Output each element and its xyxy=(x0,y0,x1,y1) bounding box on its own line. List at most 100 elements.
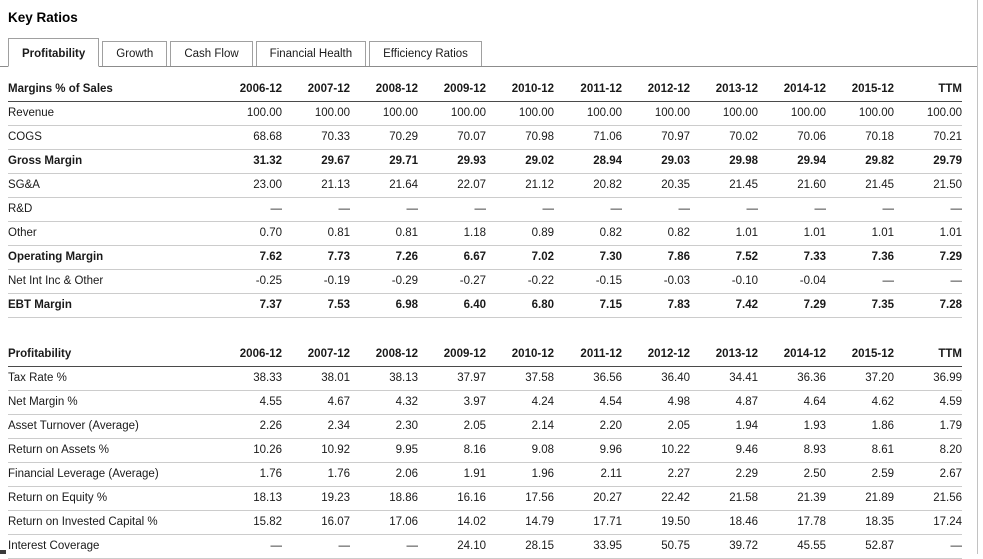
row-value: 29.93 xyxy=(418,149,486,174)
row-value: 2.26 xyxy=(214,414,282,439)
row-value: 21.60 xyxy=(758,173,826,198)
row-value: 70.33 xyxy=(282,125,350,150)
column-header: 2010-12 xyxy=(486,343,554,367)
row-value: 21.64 xyxy=(350,173,418,198)
tab-efficiency-ratios[interactable]: Efficiency Ratios xyxy=(369,41,482,66)
row-value: 1.96 xyxy=(486,462,554,487)
row-label: Return on Invested Capital % xyxy=(8,510,214,535)
row-value: — xyxy=(214,534,282,559)
row-value: 14.02 xyxy=(418,510,486,535)
table-row: COGS 68.68 70.33 70.29 70.07 70.98 71.06 70.97 7… xyxy=(8,125,962,150)
row-value: 28.15 xyxy=(486,534,554,559)
row-value: 4.62 xyxy=(826,390,894,415)
row-value: 8.61 xyxy=(826,438,894,463)
table-row: Return on Invested Capital % 15.82 16.07 17… xyxy=(8,510,962,535)
row-value: 21.12 xyxy=(486,173,554,198)
bottom-left-artifact xyxy=(0,550,6,554)
row-value: 36.36 xyxy=(758,366,826,391)
row-value: 31.32 xyxy=(214,149,282,174)
row-value: 68.68 xyxy=(214,125,282,150)
row-value: 17.06 xyxy=(350,510,418,535)
column-header: 2007-12 xyxy=(282,78,350,102)
row-value: 6.98 xyxy=(350,293,418,318)
tab-cash-flow[interactable]: Cash Flow xyxy=(170,41,253,66)
row-value: 0.82 xyxy=(554,221,622,246)
row-value: 7.42 xyxy=(690,293,758,318)
row-value: 7.02 xyxy=(486,245,554,270)
row-value: 16.07 xyxy=(282,510,350,535)
row-value: 21.58 xyxy=(690,486,758,511)
row-value: 17.24 xyxy=(894,510,962,535)
row-value: 21.13 xyxy=(282,173,350,198)
column-header: 2007-12 xyxy=(282,343,350,367)
ratios-table-profitability: Profitability 2006-12 2007-12 2008-12 2009-1… xyxy=(8,343,962,559)
row-value: 19.23 xyxy=(282,486,350,511)
tab-bar: Profitability Growth Cash Flow Financial He… xyxy=(0,38,977,67)
row-value: 23.00 xyxy=(214,173,282,198)
row-value: 29.79 xyxy=(894,149,962,174)
row-value: 7.29 xyxy=(894,245,962,270)
row-value: 70.06 xyxy=(758,125,826,150)
row-value: — xyxy=(690,197,758,222)
tab-profitability[interactable]: Profitability xyxy=(8,38,100,67)
row-value: 8.20 xyxy=(894,438,962,463)
row-value: 45.55 xyxy=(758,534,826,559)
row-value: 2.20 xyxy=(554,414,622,439)
column-header: 2008-12 xyxy=(350,78,418,102)
row-label: EBT Margin xyxy=(8,293,214,318)
column-header: 2009-12 xyxy=(418,78,486,102)
row-value: 2.11 xyxy=(554,462,622,487)
row-value: 36.56 xyxy=(554,366,622,391)
row-value: 100.00 xyxy=(690,101,758,126)
column-header: 2014-12 xyxy=(758,78,826,102)
row-value: 37.20 xyxy=(826,366,894,391)
row-value: 100.00 xyxy=(622,101,690,126)
row-value: 70.21 xyxy=(894,125,962,150)
row-value: 7.30 xyxy=(554,245,622,270)
row-value: 7.62 xyxy=(214,245,282,270)
table-row: Interest Coverage — — —24.10 28.15 33.95 50.75… xyxy=(8,534,962,559)
row-value: 8.93 xyxy=(758,438,826,463)
row-label: Return on Assets % xyxy=(8,438,214,463)
tab-growth[interactable]: Growth xyxy=(102,41,168,66)
row-value: 38.01 xyxy=(282,366,350,391)
table-section-header: Margins % of Sales xyxy=(8,78,214,102)
row-value: — xyxy=(894,197,962,222)
row-value: 7.15 xyxy=(554,293,622,318)
table-row: Net Int Inc & Other -0.25 -0.19 -0.29 -0.27-… xyxy=(8,269,962,294)
row-value: 21.45 xyxy=(826,173,894,198)
row-label: Operating Margin xyxy=(8,245,214,270)
row-value: 18.35 xyxy=(826,510,894,535)
row-value: 17.78 xyxy=(758,510,826,535)
row-value: 7.83 xyxy=(622,293,690,318)
row-value: 17.56 xyxy=(486,486,554,511)
row-value: 100.00 xyxy=(554,101,622,126)
table-section-header: Profitability xyxy=(8,343,214,367)
column-header: 2010-12 xyxy=(486,78,554,102)
row-value: 6.67 xyxy=(418,245,486,270)
row-value: 9.08 xyxy=(486,438,554,463)
row-value: — xyxy=(282,197,350,222)
table-header-row: Margins % of Sales 2006-12 2007-12 2008-12 2… xyxy=(8,78,962,102)
row-value: 100.00 xyxy=(758,101,826,126)
row-label: Interest Coverage xyxy=(8,534,214,559)
row-value: 3.97 xyxy=(418,390,486,415)
row-value: -0.03 xyxy=(622,269,690,294)
row-value: 29.98 xyxy=(690,149,758,174)
row-value: — xyxy=(826,269,894,294)
row-value: — xyxy=(486,197,554,222)
tab-financial-health[interactable]: Financial Health xyxy=(255,41,367,66)
row-label: SG&A xyxy=(8,173,214,198)
row-value: 100.00 xyxy=(826,101,894,126)
row-value: 2.34 xyxy=(282,414,350,439)
table-row: Net Margin % 4.55 4.67 4.32 3.97 4.24 4.54 4.98… xyxy=(8,390,962,415)
row-value: 17.71 xyxy=(554,510,622,535)
row-value: 100.00 xyxy=(214,101,282,126)
row-label: Net Margin % xyxy=(8,390,214,415)
row-label: Tax Rate % xyxy=(8,366,214,391)
table-row: EBT Margin 7.37 7.53 6.98 6.40 6.80 7.15 7.83 7.… xyxy=(8,293,962,318)
row-value: 36.40 xyxy=(622,366,690,391)
row-value: 4.87 xyxy=(690,390,758,415)
row-value: 33.95 xyxy=(554,534,622,559)
row-value: 20.35 xyxy=(622,173,690,198)
